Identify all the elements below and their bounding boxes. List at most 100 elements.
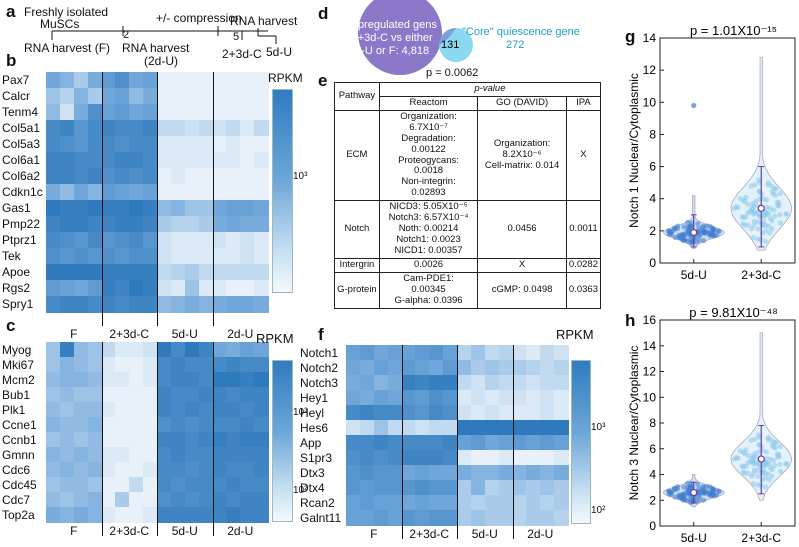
heatmap_f-cell xyxy=(401,360,416,376)
heatmap_b-cell xyxy=(143,200,158,217)
heatmap_c-cell xyxy=(184,447,200,463)
heatmap_b-cell xyxy=(87,136,103,153)
heatmap_c-cell xyxy=(212,462,227,478)
heatmap_b-cell xyxy=(226,104,241,121)
heatmap_c-cell xyxy=(170,357,186,373)
heatmap_c-cell xyxy=(115,447,130,463)
heatmap_c-cell xyxy=(198,492,214,508)
heatmap_b-cell xyxy=(101,264,116,281)
heatmap_b-group-separator xyxy=(101,72,103,326)
heatmap_b-gene-label: Pmp22 xyxy=(2,217,41,231)
heatmap_b-cell xyxy=(46,104,61,121)
heatmap_f-cell xyxy=(429,465,444,481)
data-point xyxy=(687,237,693,243)
heatmap_b-cell xyxy=(240,296,255,313)
heatmap_b-cell xyxy=(59,296,75,313)
heatmap_f-cell xyxy=(470,420,486,436)
heatmap_f-gene-label: Hes6 xyxy=(300,420,329,435)
heatmap_b-cell xyxy=(73,120,89,137)
heatmap_b-cell xyxy=(157,216,172,233)
timeline-freshly-isolated: Freshly isolated xyxy=(24,5,109,19)
table-cell-ipa: 0.0011 xyxy=(565,200,602,259)
heatmap_c-cell xyxy=(254,402,269,418)
heatmap_b-cell xyxy=(129,104,144,121)
heatmap_f-cell xyxy=(443,345,458,361)
data-point xyxy=(667,229,674,235)
heatmap_b-cell xyxy=(73,280,89,297)
heatmap_c-cell xyxy=(46,417,61,433)
heatmap_c-cell xyxy=(73,387,89,403)
heatmap_f-cell xyxy=(373,420,389,436)
heatmap_c-cell xyxy=(157,507,172,523)
heatmap_b-cell xyxy=(157,168,172,185)
heatmap_b-cell xyxy=(87,72,103,89)
heatmap_b-cell xyxy=(101,248,116,265)
heatmap_b-gene-label: Apoe xyxy=(2,265,31,279)
heatmap_f-cell xyxy=(346,510,361,526)
heatmap_f-gene-label: Notch3 xyxy=(300,375,339,390)
heatmap_c-cell xyxy=(157,417,172,433)
heatmap-f-colorbar-title: RPKM xyxy=(556,327,594,342)
heatmap_b-cell xyxy=(87,248,103,265)
heatmap_b-cell xyxy=(157,184,172,201)
heatmap_c-cell xyxy=(212,402,227,418)
heatmap_c-cell xyxy=(157,387,172,403)
panel-letter-d: d xyxy=(318,4,329,23)
heatmap_c-cell xyxy=(198,432,214,448)
heatmap_f-cell xyxy=(498,480,514,496)
heatmap_b-cell xyxy=(46,72,61,89)
heatmap_c-cell xyxy=(59,447,75,463)
heatmap_f-cell xyxy=(540,420,555,436)
heatmap_c-cell xyxy=(170,372,186,388)
heatmap_f-cell xyxy=(387,405,403,421)
heatmap_f-cell xyxy=(359,450,375,466)
heatmap_b-cell xyxy=(143,184,158,201)
heatmap_b-cell xyxy=(184,200,200,217)
heatmap_b-cell xyxy=(226,120,241,137)
heatmap_b-cell xyxy=(184,72,200,89)
heatmap_f-cell xyxy=(387,420,403,436)
data-point xyxy=(741,464,747,470)
heatmap_b-cell xyxy=(143,168,158,185)
heatmap_c-cell xyxy=(254,492,269,508)
heatmap_b-cell xyxy=(143,296,158,313)
data-point xyxy=(672,225,678,232)
heatmap_b-cell xyxy=(143,88,158,105)
heatmap_c-cell xyxy=(129,477,144,493)
heatmap_f-cell xyxy=(554,390,569,406)
heatmap_c-cell xyxy=(101,417,116,433)
heatmap_c-cell xyxy=(46,447,61,463)
heatmap_b-cell xyxy=(226,72,241,89)
heatmap_b-cell xyxy=(170,200,186,217)
heatmap_f-cell xyxy=(429,345,444,361)
heatmap_c-cell xyxy=(198,387,214,403)
heatmap_f-cell xyxy=(429,360,444,376)
heatmap_b-cell xyxy=(184,216,200,233)
heatmap_b-cell xyxy=(46,280,61,297)
heatmap_b-cell xyxy=(212,88,227,105)
heatmap_c-cell xyxy=(46,462,61,478)
data-point xyxy=(681,484,687,490)
heatmap_f-cell xyxy=(401,405,416,421)
heatmap_c-cell xyxy=(212,372,227,388)
heatmap_c-cell xyxy=(198,462,214,478)
heatmap_f-cell xyxy=(540,375,555,391)
heatmap_f-cell xyxy=(484,435,500,451)
heatmap_c-cell xyxy=(143,372,158,388)
heatmap_c-cell xyxy=(46,477,61,493)
timeline-rna-harvest-2du-1: RNA harvest xyxy=(122,41,190,55)
heatmap_f-cell xyxy=(457,495,472,511)
heatmap_b-group-label: 5d-U xyxy=(171,327,198,341)
heatmap_c-cell xyxy=(198,372,214,388)
heatmap_f-cell xyxy=(401,465,416,481)
heatmap_f-cell xyxy=(484,420,500,436)
data-point xyxy=(765,223,771,229)
table-cell-ipa: 0.0363 xyxy=(565,271,602,309)
median-marker xyxy=(690,488,698,497)
heatmap_f-cell xyxy=(429,420,444,436)
data-point xyxy=(767,456,774,462)
table-row: ECM Organization: 6.7X10⁻⁷ Degradation: 0.00… xyxy=(334,109,602,202)
heatmap_f-gene-label: Rcan2 xyxy=(300,495,335,510)
heatmap_b-cell xyxy=(212,232,227,249)
data-point xyxy=(769,226,775,232)
